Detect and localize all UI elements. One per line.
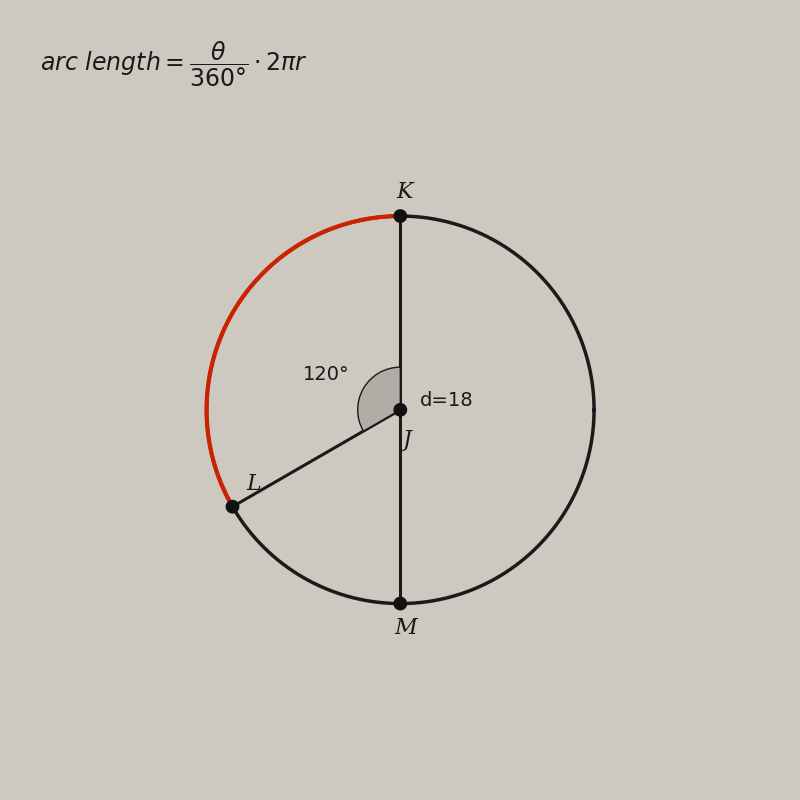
Text: K: K <box>396 181 413 202</box>
Text: d=18: d=18 <box>420 390 474 410</box>
Circle shape <box>394 210 406 222</box>
Wedge shape <box>358 367 400 431</box>
Text: $\it{arc\ length} = \dfrac{\theta}{360°} \cdot 2\pi r$: $\it{arc\ length} = \dfrac{\theta}{360°}… <box>40 40 308 90</box>
Text: M: M <box>394 617 418 639</box>
Text: L: L <box>246 473 261 495</box>
Circle shape <box>394 598 406 610</box>
Circle shape <box>394 404 406 416</box>
Text: 120°: 120° <box>303 366 350 385</box>
Text: J: J <box>402 429 411 451</box>
Circle shape <box>226 501 238 513</box>
